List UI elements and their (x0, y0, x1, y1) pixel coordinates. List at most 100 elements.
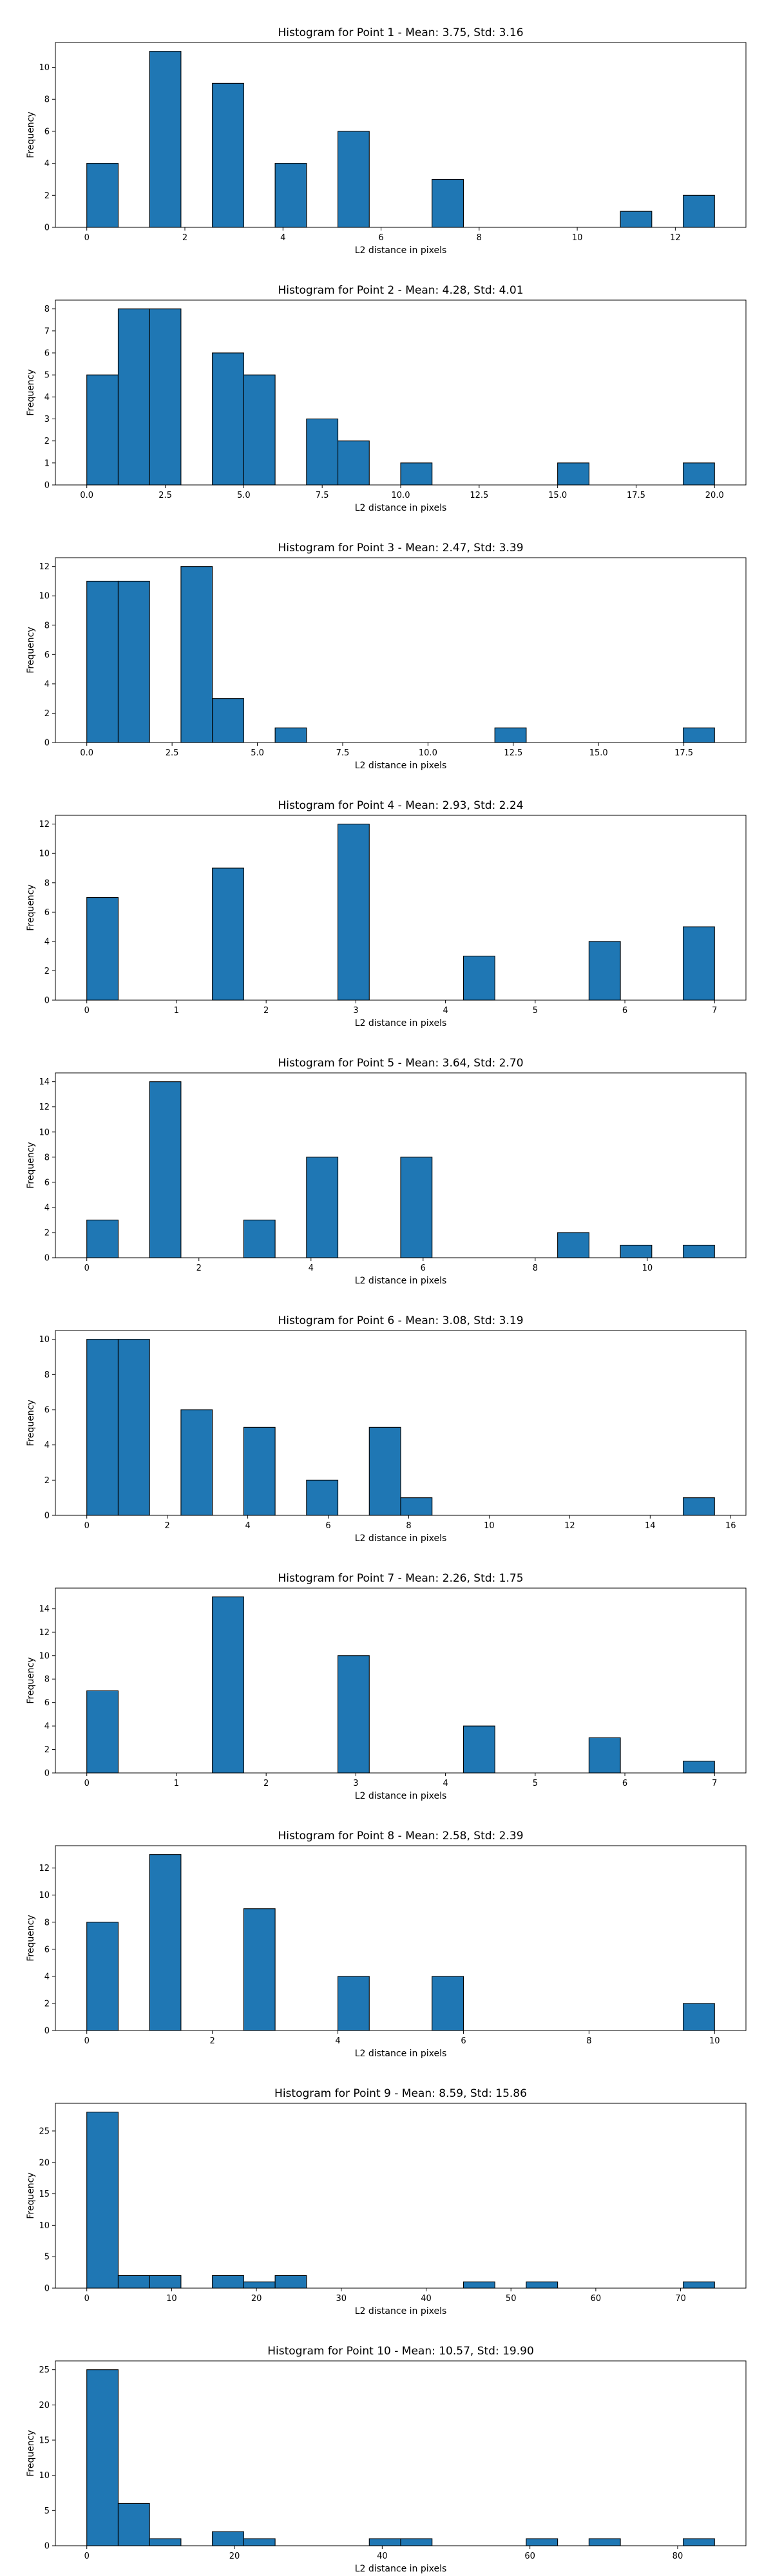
y-tick-label: 10 (39, 849, 50, 859)
histogram-bar (432, 178, 464, 228)
plot-frame (55, 1330, 747, 1516)
x-axis-label: L2 distance in pixels (355, 245, 447, 256)
histogram-bar (337, 1976, 370, 2031)
x-tick-label: 0.0 (80, 491, 93, 500)
x-tick-label: 20.0 (705, 491, 724, 500)
y-tick-label: 3 (44, 415, 50, 424)
histogram-chart: Histogram for Point 6 - Mean: 3.08, Std:… (26, 1314, 747, 1544)
y-tick-label: 5 (44, 2506, 50, 2516)
y-tick-label: 12 (39, 1864, 50, 1873)
x-tick-label: 5 (533, 1779, 538, 1788)
y-tick-label: 25 (39, 2126, 50, 2136)
y-tick-label: 0 (44, 1511, 50, 1521)
x-tick-label: 20 (251, 2294, 262, 2304)
histogram-bar (400, 1157, 433, 1258)
plot-frame (55, 2360, 747, 2546)
y-tick-label: 2 (44, 1228, 50, 1238)
x-tick-label: 2 (196, 1264, 202, 1273)
histogram-bar (274, 2275, 307, 2289)
x-tick-label: 2 (182, 233, 187, 243)
x-tick-label: 10.0 (392, 491, 410, 500)
histogram-bar (86, 897, 119, 1001)
histogram-bar (149, 1081, 182, 1258)
y-tick-label: 10 (39, 1335, 50, 1345)
histogram-bar (243, 1908, 276, 2031)
y-tick-label: 2 (44, 967, 50, 976)
y-tick-label: 14 (39, 1604, 50, 1614)
x-tick-label: 0.0 (80, 748, 93, 758)
y-axis-label: Frequency (26, 369, 36, 415)
x-axis-label: L2 distance in pixels (355, 503, 447, 513)
histogram-bar (400, 2538, 433, 2546)
x-tick-label: 4 (335, 2036, 340, 2046)
y-tick-label: 5 (44, 2253, 50, 2262)
histogram-bar (274, 727, 307, 743)
histogram-bar (337, 440, 370, 486)
y-tick-label: 10 (39, 1651, 50, 1661)
y-tick-label: 6 (44, 349, 50, 359)
y-tick-label: 2 (44, 437, 50, 446)
histogram-bar (494, 727, 527, 743)
x-tick-label: 8 (406, 1521, 411, 1531)
y-axis-label: Frequency (26, 884, 36, 931)
x-tick-label: 2 (263, 1006, 269, 1016)
histogram-bar (86, 163, 119, 228)
x-axis-label: L2 distance in pixels (355, 2564, 447, 2574)
x-tick-label: 6 (461, 2036, 466, 2046)
y-tick-label: 0 (44, 739, 50, 748)
y-tick-label: 2 (44, 191, 50, 201)
y-axis-label: Frequency (26, 2430, 36, 2476)
y-tick-label: 6 (44, 908, 50, 918)
x-tick-label: 2.5 (158, 491, 172, 500)
x-tick-label: 10 (642, 1264, 653, 1273)
histogram-bar (682, 2003, 715, 2031)
y-tick-label: 8 (44, 1675, 50, 1685)
y-tick-label: 0 (44, 1769, 50, 1779)
x-axis-label: L2 distance in pixels (355, 1018, 447, 1028)
y-axis-label: Frequency (26, 111, 36, 158)
histogram-chart: Histogram for Point 1 - Mean: 3.75, Std:… (26, 26, 747, 256)
y-tick-label: 4 (44, 679, 50, 689)
plot-area (55, 558, 746, 743)
y-tick-label: 0 (44, 1254, 50, 1264)
y-tick-label: 4 (44, 1203, 50, 1213)
y-axis-label: Frequency (26, 1399, 36, 1446)
x-axis-label: L2 distance in pixels (355, 761, 447, 771)
y-tick-label: 5 (44, 371, 50, 381)
histogram-bar (86, 2369, 119, 2546)
histogram-bar (620, 211, 653, 228)
x-tick-label: 4 (280, 233, 285, 243)
y-tick-label: 25 (39, 2365, 50, 2375)
x-tick-label: 5.0 (251, 748, 264, 758)
histogram-bar (149, 308, 182, 486)
x-tick-label: 12.5 (470, 491, 488, 500)
histogram-bar (682, 2538, 715, 2546)
histogram-bar (400, 1497, 433, 1516)
y-axis-label: Frequency (26, 2172, 36, 2219)
histogram-bar (149, 51, 182, 228)
plot-area (55, 1588, 746, 1773)
histogram-bar (368, 1426, 401, 1516)
plot-area (55, 815, 746, 1000)
x-tick-label: 2 (165, 1521, 170, 1531)
histogram-bar (337, 131, 370, 228)
x-tick-label: 17.5 (674, 748, 693, 758)
histogram-bar (86, 580, 119, 743)
histogram-bar (682, 1761, 715, 1774)
y-tick-label: 1 (44, 459, 50, 468)
y-tick-label: 7 (44, 327, 50, 336)
histogram-bar (682, 1497, 715, 1516)
x-tick-label: 8 (533, 1264, 538, 1273)
x-tick-label: 6 (622, 1779, 627, 1788)
y-tick-label: 8 (44, 95, 50, 105)
plot-area (55, 2361, 746, 2546)
x-tick-label: 12 (564, 1521, 575, 1531)
x-tick-label: 30 (336, 2294, 347, 2304)
histogram-bar (682, 926, 715, 1001)
x-tick-label: 17.5 (627, 491, 645, 500)
histogram-bar (526, 2538, 558, 2546)
histogram-bar (526, 2281, 558, 2289)
x-axis-label: L2 distance in pixels (355, 2306, 447, 2316)
y-tick-label: 8 (44, 878, 50, 888)
